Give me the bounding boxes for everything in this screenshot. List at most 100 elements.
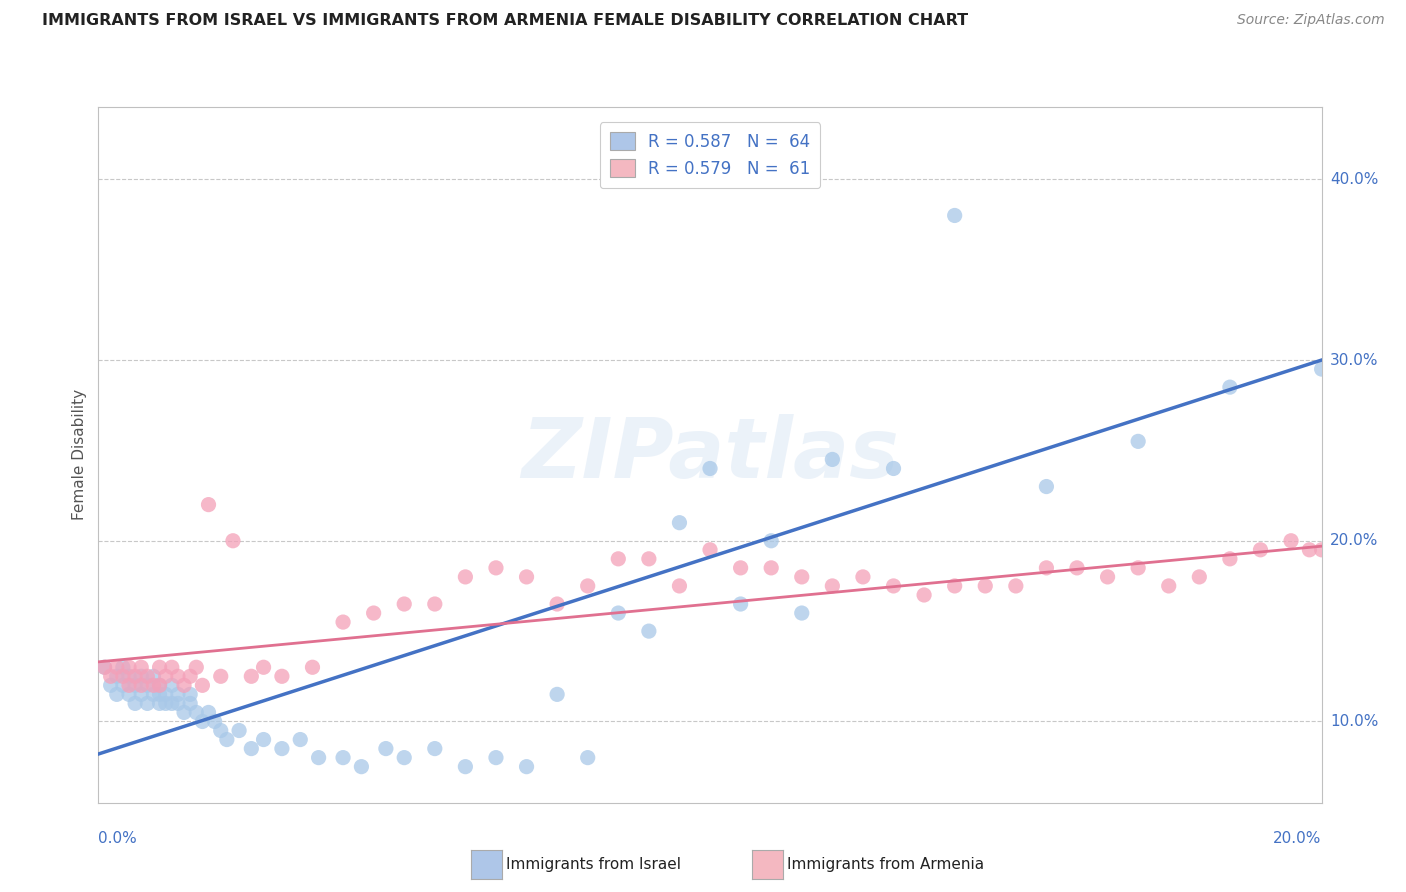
Point [209, 723, 232, 738]
Text: IMMIGRANTS FROM ISRAEL VS IMMIGRANTS FROM ARMENIA FEMALE DISABILITY CORRELATION : IMMIGRANTS FROM ISRAEL VS IMMIGRANTS FRO… [42, 13, 969, 29]
Point [155, 687, 177, 701]
Point [546, 597, 568, 611]
Point [167, 687, 190, 701]
Point [699, 542, 721, 557]
Point [93, 660, 115, 674]
Point [252, 732, 274, 747]
Point [142, 678, 165, 692]
Point [1310, 362, 1333, 376]
Point [197, 498, 219, 512]
Point [576, 579, 599, 593]
Text: 10.0%: 10.0% [1330, 714, 1378, 729]
Point [392, 597, 416, 611]
Point [191, 678, 214, 692]
Point [118, 687, 141, 701]
Point [668, 579, 690, 593]
Point [191, 714, 214, 729]
Text: Immigrants from Israel: Immigrants from Israel [506, 857, 681, 871]
Point [637, 551, 661, 566]
Point [332, 750, 354, 764]
Point [160, 660, 183, 674]
Point [179, 697, 201, 711]
Point [485, 561, 508, 575]
Point [149, 678, 172, 692]
Text: ZIPatlas: ZIPatlas [522, 415, 898, 495]
Point [149, 697, 172, 711]
Point [186, 660, 208, 674]
Point [228, 723, 250, 738]
Point [308, 750, 330, 764]
Point [883, 461, 905, 475]
Point [759, 533, 782, 548]
Point [485, 750, 508, 764]
Point [240, 669, 263, 683]
Point [374, 741, 396, 756]
Point [423, 741, 446, 756]
Point [852, 570, 875, 584]
Point [240, 741, 263, 756]
Point [136, 697, 159, 711]
Point [821, 579, 844, 593]
Point [252, 660, 274, 674]
Point [129, 687, 152, 701]
Point [179, 669, 201, 683]
Point [1035, 479, 1057, 493]
Point [392, 750, 416, 764]
Point [155, 697, 177, 711]
Point [167, 669, 190, 683]
Point [111, 678, 134, 692]
Legend: R = 0.587   N =  64, R = 0.579   N =  61: R = 0.587 N = 64, R = 0.579 N = 61 [600, 122, 820, 188]
Point [167, 697, 190, 711]
Point [160, 697, 183, 711]
Point [730, 561, 752, 575]
Point [1188, 570, 1211, 584]
Point [149, 687, 172, 701]
Point [1219, 551, 1241, 566]
Point [100, 678, 122, 692]
Point [124, 678, 146, 692]
Point [607, 551, 630, 566]
Point [454, 570, 477, 584]
Point [270, 669, 292, 683]
Point [179, 687, 201, 701]
Point [1298, 542, 1320, 557]
Text: 30.0%: 30.0% [1330, 352, 1378, 368]
Point [1279, 533, 1302, 548]
Point [821, 452, 844, 467]
Point [1249, 542, 1271, 557]
Point [790, 570, 813, 584]
Point [124, 697, 146, 711]
Point [111, 669, 134, 683]
Point [222, 533, 245, 548]
Point [454, 759, 477, 773]
Point [363, 606, 385, 620]
Text: 20.0%: 20.0% [1330, 533, 1378, 549]
Point [136, 678, 159, 692]
Point [912, 588, 935, 602]
Point [100, 669, 122, 683]
Point [546, 687, 568, 701]
Point [759, 561, 782, 575]
Point [516, 570, 538, 584]
Point [1128, 434, 1150, 449]
Point [883, 579, 905, 593]
Point [149, 660, 172, 674]
Point [1035, 561, 1057, 575]
Point [173, 706, 195, 720]
Point [607, 606, 630, 620]
Point [943, 579, 966, 593]
Point [118, 669, 141, 683]
Point [124, 669, 146, 683]
Point [1157, 579, 1180, 593]
Point [209, 669, 232, 683]
Point [699, 461, 721, 475]
Text: Source: ZipAtlas.com: Source: ZipAtlas.com [1237, 13, 1385, 28]
Point [637, 624, 661, 639]
Point [118, 660, 141, 674]
Point [129, 669, 152, 683]
Point [105, 660, 128, 674]
Point [1066, 561, 1088, 575]
Point [350, 759, 373, 773]
Point [576, 750, 599, 764]
Point [155, 669, 177, 683]
